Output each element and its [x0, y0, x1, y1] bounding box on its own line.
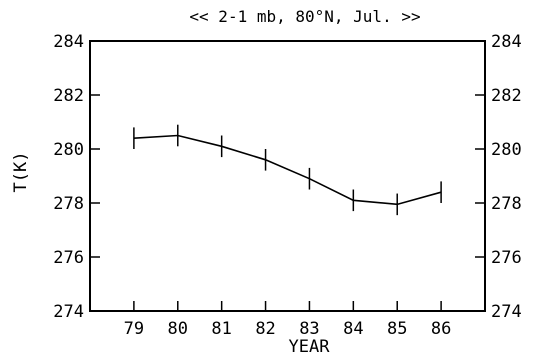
y-tick-label-right: 284 [491, 32, 522, 52]
y-tick-label-right: 282 [491, 86, 522, 106]
x-tick-label: 82 [255, 319, 275, 339]
y-tick-label-right: 278 [491, 194, 522, 214]
y-axis-label: T(K) [11, 152, 31, 193]
y-tick-label-right: 280 [491, 140, 522, 160]
y-tick-label-right: 274 [491, 302, 522, 322]
x-axis-ticks: 79 80 81 82 83 84 85 86 [124, 301, 451, 339]
y-tick-label-right: 276 [491, 248, 522, 268]
x-tick-label: 84 [343, 319, 363, 339]
x-tick-label: 81 [211, 319, 231, 339]
y-tick-label-left: 280 [53, 140, 84, 160]
x-tick-label: 79 [124, 319, 144, 339]
y-tick-label-left: 278 [53, 194, 84, 214]
y-tick-label-left: 274 [53, 302, 84, 322]
y-axis-ticks: 274 274 276 276 278 278 280 280 282 282 284 284 [53, 32, 521, 322]
plot-frame [89, 40, 486, 312]
x-axis-label: YEAR [289, 337, 331, 356]
series-layer [133, 124, 442, 216]
chart-title: << 2-1 mb, 80°N, Jul. >> [189, 7, 420, 26]
x-tick-label: 85 [387, 319, 407, 339]
x-tick-label: 86 [431, 319, 451, 339]
x-tick-label: 80 [168, 319, 188, 339]
y-tick-label-left: 276 [53, 248, 84, 268]
y-tick-label-left: 284 [53, 32, 84, 52]
y-tick-label-left: 282 [53, 86, 84, 106]
x-tick-label: 83 [299, 319, 319, 339]
series-line [133, 134, 442, 206]
